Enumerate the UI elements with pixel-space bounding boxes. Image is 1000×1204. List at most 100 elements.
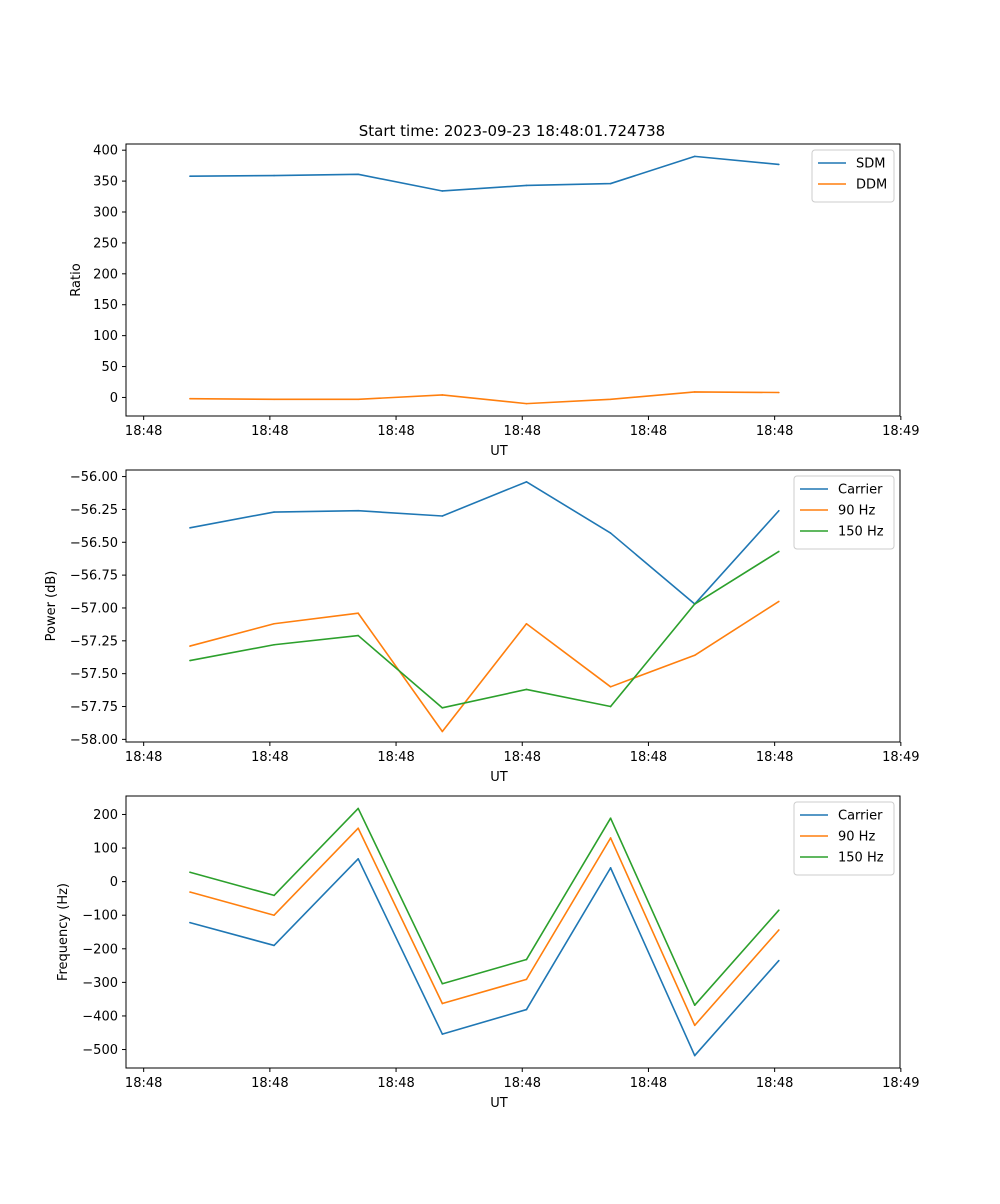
x-tick-label: 18:48 [756, 1076, 793, 1091]
y-tick-label: 50 [101, 360, 118, 375]
y-tick-label: 200 [93, 267, 118, 282]
data-point [273, 398, 275, 401]
y-tick-label: −56.00 [70, 470, 118, 485]
series-line-carrier [189, 857, 780, 1057]
data-point [778, 509, 780, 512]
legend: Carrier 90 Hz 150 Hz [793, 801, 895, 876]
y-tick-label: 100 [93, 842, 118, 857]
data-point [693, 1004, 696, 1007]
y-tick-label: 250 [93, 236, 118, 251]
data-point [609, 398, 612, 401]
data-point [357, 807, 360, 810]
data-point [189, 645, 191, 647]
y-tick-label: −56.50 [70, 536, 118, 551]
data-point [357, 634, 360, 637]
legend-label: DDM [856, 178, 887, 193]
x-axis-label: UT [490, 770, 508, 785]
x-tick-label: 18:48 [504, 1076, 541, 1091]
data-point [693, 603, 696, 605]
y-tick-label: −500 [82, 1043, 118, 1058]
y-tick-label: 100 [93, 329, 118, 344]
data-point [778, 929, 780, 931]
data-point [525, 481, 528, 483]
x-axis-label: UT [490, 1096, 508, 1111]
series-line-90-hz [189, 827, 780, 1027]
series-line-150-hz [189, 807, 780, 1007]
data-point [189, 175, 191, 177]
series-line-ddm [189, 391, 779, 405]
legend: SDM DDM [811, 149, 895, 203]
data-point [525, 402, 528, 405]
axes-frame [125, 469, 901, 743]
data-point [609, 705, 612, 708]
series-line-carrier [189, 481, 780, 605]
y-tick-label: −200 [82, 942, 118, 957]
y-tick-label: −58.00 [70, 733, 118, 748]
data-point [693, 1054, 696, 1057]
data-point [357, 398, 360, 401]
data-point [357, 827, 360, 830]
data-point [609, 686, 612, 688]
data-point [441, 394, 444, 396]
x-tick-label: 18:48 [377, 750, 414, 765]
data-point [189, 891, 191, 893]
series-line-sdm [189, 155, 779, 192]
y-axis-label: Power (dB) [44, 571, 59, 642]
data-point [609, 867, 612, 869]
x-tick-label: 18:48 [504, 424, 541, 439]
y-axis-label: Ratio [69, 263, 84, 296]
y-tick-label: −57.75 [70, 700, 118, 715]
series-line-150-hz [189, 550, 780, 709]
data-point [189, 397, 191, 400]
data-point [273, 511, 275, 513]
data-point [441, 730, 444, 733]
data-point [357, 612, 360, 615]
data-point [525, 1008, 528, 1011]
data-point [189, 659, 191, 662]
data-point [441, 1033, 444, 1035]
chart-panel-1: 18:48 18:48 18:48 18:48 18:48 18:48 18:49 0 50 10… [69, 143, 920, 459]
legend-label: Carrier [838, 483, 883, 498]
x-tick-label: 18:49 [882, 750, 919, 765]
data-point [357, 509, 360, 512]
chart-panel-3: 18:48 18:48 18:48 18:48 18:48 18:48 18:49 −500 −… [56, 795, 920, 1111]
y-tick-label: 300 [93, 206, 118, 221]
x-tick-label: 18:48 [756, 424, 793, 439]
x-tick-label: 18:48 [630, 1076, 667, 1091]
x-tick-label: 18:48 [251, 750, 288, 765]
legend-label: SDM [856, 157, 885, 172]
legend: Carrier 90 Hz 150 Hz [793, 475, 895, 550]
data-point [273, 914, 275, 917]
x-tick-label: 18:48 [125, 750, 162, 765]
x-tick-label: 18:49 [882, 1076, 919, 1091]
data-point [693, 1024, 696, 1027]
data-point [189, 871, 191, 874]
chart-panel-2: 18:48 18:48 18:48 18:48 18:48 18:48 18:49 −58.0… [44, 469, 920, 785]
y-tick-label: −57.25 [70, 634, 118, 649]
data-point [693, 391, 696, 393]
series-line-90-hz [189, 600, 780, 733]
data-point [273, 894, 275, 897]
y-tick-label: 200 [93, 808, 118, 823]
data-point [609, 817, 612, 819]
y-tick-label: −56.75 [70, 569, 118, 584]
y-tick-label: −100 [82, 909, 118, 924]
data-point [525, 978, 528, 981]
x-tick-label: 18:48 [377, 424, 414, 439]
x-tick-label: 18:48 [125, 424, 162, 439]
y-tick-label: −300 [82, 976, 118, 991]
data-point [273, 944, 275, 947]
data-point [189, 527, 191, 529]
x-tick-label: 18:48 [251, 1076, 288, 1091]
data-point [441, 190, 444, 192]
y-tick-label: 150 [93, 298, 118, 313]
data-point [441, 515, 444, 517]
x-tick-label: 18:48 [756, 750, 793, 765]
y-tick-label: 0 [110, 391, 118, 406]
figure-title: Start time: 2023-09-23 18:48:01.724738 [359, 122, 665, 140]
data-point [778, 163, 780, 166]
data-point [525, 688, 528, 691]
y-tick-label: −57.00 [70, 601, 118, 616]
data-point [357, 173, 360, 176]
